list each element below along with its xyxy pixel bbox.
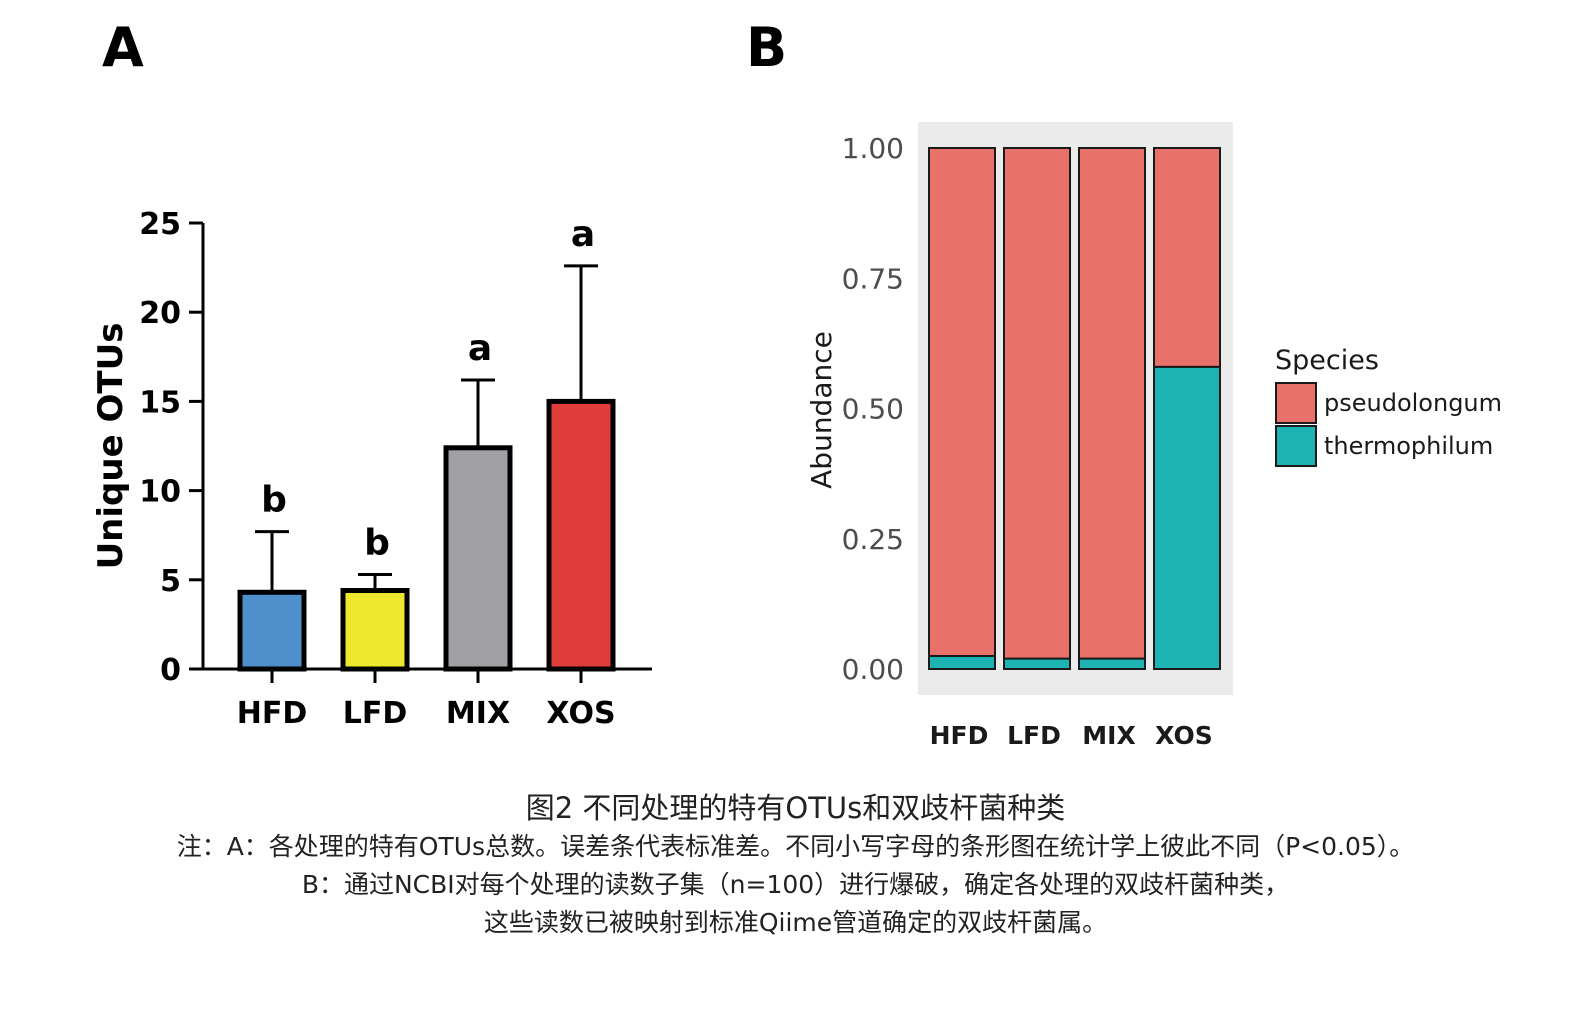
significance-letter: b [364,522,390,563]
legend-label: pseudolongum [1324,389,1502,417]
y-tick-label: 0 [160,653,181,688]
chart-b-ylabel: Abundance [805,331,838,489]
stacked-bar-segment [928,147,996,657]
significance-letter: b [261,480,287,521]
bar [340,588,410,672]
legend-title: Species [1275,345,1379,376]
caption-title: 图2 不同处理的特有OTUs和双歧杆菌种类 [525,791,1066,825]
bar [237,589,307,672]
x-tick-label: HFD [930,721,989,750]
panel-a-letter: A [102,16,144,79]
y-tick-label: 1.00 [842,132,904,165]
stacked-bar-segment [928,654,996,670]
figure: A B 0 5 10 15 20 25 HFD b LFD b MIX a XOS a Unique OT… [91,16,1502,750]
stacked-bar-segment [1003,657,1071,671]
y-tick-label: 25 [139,207,181,242]
significance-letter: a [468,328,492,369]
y-tick-label: 20 [139,296,181,331]
panel-b-letter: B [746,16,787,79]
stacked-bar-segment [1153,365,1221,670]
x-tick-label: XOS [1155,721,1213,750]
x-tick-label: XOS [546,696,615,731]
y-tick-label: 15 [139,385,181,420]
legend-swatch [1275,425,1317,467]
x-tick-label: HFD [237,696,308,731]
chart-b-abundance: 0.00 0.25 0.50 0.75 1.00 HFD LFD MIX XOS Species p… [842,122,1502,750]
stacked-bar-segment [1078,657,1146,671]
y-tick-label: 0.00 [842,653,904,686]
chart-a-ylabel: Unique OTUs [91,323,131,570]
y-tick-label: 5 [160,564,181,599]
x-tick-label: LFD [343,696,408,731]
stacked-bar-segment [1153,147,1221,368]
legend-label: thermophilum [1324,432,1493,460]
stacked-bar-segment [1003,147,1071,660]
caption-note-a: 注：A：各处理的特有OTUs总数。误差条代表标准差。不同小写字母的条形图在统计学… [176,832,1415,861]
bar [546,398,616,672]
significance-letter: a [571,214,595,255]
caption-note-b: B：通过NCBI对每个处理的读数子集（n=100）进行爆破，确定各处理的双歧杆菌… [301,870,1290,899]
y-tick-label: 0.50 [842,393,904,426]
caption-note-b-cont: 这些读数已被映射到标准Qiime管道确定的双歧杆菌属。 [483,908,1108,937]
y-tick-label: 10 [139,475,181,510]
legend-swatch [1275,382,1317,424]
y-tick-label: 0.25 [842,523,904,556]
bar [443,445,513,672]
y-tick-label: 0.75 [842,262,904,295]
x-tick-label: LFD [1007,721,1061,750]
x-tick-label: MIX [1082,721,1135,750]
x-tick-label: MIX [446,696,510,731]
stacked-bar-segment [1078,147,1146,660]
chart-a-unique-otus: 0 5 10 15 20 25 HFD b LFD b MIX a XOS a [139,207,652,731]
figure-caption: 图2 不同处理的特有OTUs和双歧杆菌种类 注：A：各处理的特有OTUs总数。误… [0,788,1591,942]
